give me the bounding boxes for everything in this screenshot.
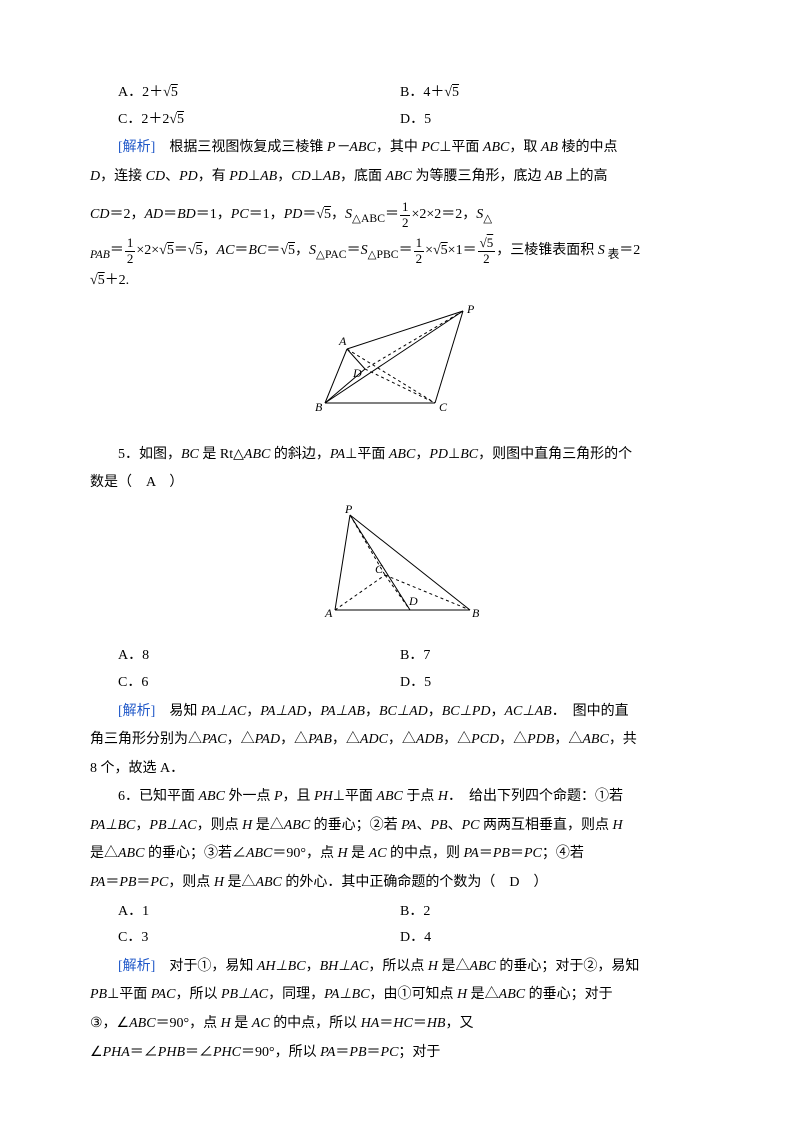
frac-half: 12 bbox=[414, 236, 425, 266]
q4-options-row2: C．2＋2√5 D．5 bbox=[90, 107, 710, 134]
opt-c-text: C．2＋2 bbox=[118, 112, 169, 127]
svg-text:B: B bbox=[315, 400, 323, 414]
q4-analysis-p2: D，连接 CD、PD，有 PD⊥AB，CD⊥AB，底面 ABC 为等腰三角形，底… bbox=[90, 164, 710, 191]
analysis-label: [解析] bbox=[118, 704, 155, 719]
figure-1: P A B C D bbox=[90, 303, 710, 434]
q6-options-row1: A．1 B．2 bbox=[90, 899, 710, 926]
q4-option-c: C．2＋2√5 bbox=[90, 107, 400, 134]
q6-opt-a: A．1 bbox=[90, 899, 400, 926]
q6-l1: 6．已知平面 ABC 外一点 P，且 PH⊥平面 ABC 于点 H． 给出下列四… bbox=[90, 784, 710, 811]
q4-option-d: D．5 bbox=[400, 107, 710, 134]
q4-analysis-p3: CD＝2，AD＝BD＝1，PC＝1，PD＝√5，S△ABC＝12×2×2＝2，S… bbox=[90, 200, 710, 230]
q6-options-row2: C．3 D．4 bbox=[90, 925, 710, 952]
svg-text:D: D bbox=[408, 594, 418, 608]
q6-ana-3: ③，∠ABC＝90°，点 H 是 AC 的中点，所以 HA＝HC＝HB，又 bbox=[90, 1011, 710, 1038]
q4-analysis-p4: PAB＝12×2×√5＝√5，AC＝BC＝√5，S△PAC＝S△PBC＝12×√… bbox=[90, 236, 710, 266]
svg-text:A: A bbox=[324, 606, 333, 620]
svg-text:C: C bbox=[375, 562, 384, 576]
q5-opt-c: C．6 bbox=[90, 670, 400, 697]
q5-stem-2: 数是（ A ） bbox=[90, 470, 710, 497]
q5-analysis-3: 8 个，故选 A． bbox=[90, 756, 710, 783]
analysis-label: [解析] bbox=[118, 140, 155, 155]
pyramid-icon: P A B C D bbox=[305, 303, 495, 423]
opt-d-text: D．5 bbox=[400, 112, 431, 127]
q5-analysis-2: 角三角形分别为△PAC，△PAD，△PAB，△ADC，△ADB，△PCD，△PD… bbox=[90, 727, 710, 754]
frac-half: 12 bbox=[400, 200, 411, 230]
q4-analysis-p1: [解析] 根据三视图恢复成三棱锥 P－ABC，其中 PC⊥平面 ABC，取 AB… bbox=[90, 135, 710, 162]
q6-opt-c: C．3 bbox=[90, 925, 400, 952]
frac-half: 12 bbox=[125, 236, 136, 266]
q4-option-a: A．2＋√5 bbox=[90, 80, 400, 107]
analysis-label: [解析] bbox=[118, 959, 155, 974]
triangle-icon: P A B C D bbox=[315, 505, 485, 625]
sqrt-5: √5 bbox=[444, 85, 459, 100]
svg-text:A: A bbox=[338, 334, 347, 348]
sqrt-5: √5 bbox=[163, 85, 178, 100]
q5-options-row1: A．8 B．7 bbox=[90, 643, 710, 670]
opt-a-text: A．2＋ bbox=[118, 85, 163, 100]
q6-l2: PA⊥BC，PB⊥AC，则点 H 是△ABC 的垂心；②若 PA、PB、PC 两… bbox=[90, 813, 710, 840]
frac-sqrt5-2: √52 bbox=[478, 236, 496, 266]
q5-opt-d: D．5 bbox=[400, 670, 710, 697]
opt-b-text: B．4＋ bbox=[400, 85, 444, 100]
q4-options-row1: A．2＋√5 B．4＋√5 bbox=[90, 80, 710, 107]
svg-text:P: P bbox=[344, 505, 353, 516]
sqrt-5: √5 bbox=[169, 112, 184, 127]
svg-text:B: B bbox=[472, 606, 480, 620]
q6-ana-2: PB⊥平面 PAC，所以 PB⊥AC，同理，PA⊥BC，由①可知点 H 是△AB… bbox=[90, 982, 710, 1009]
q5-opt-b: B．7 bbox=[400, 643, 710, 670]
q4-option-b: B．4＋√5 bbox=[400, 80, 710, 107]
svg-text:P: P bbox=[466, 303, 475, 316]
svg-text:D: D bbox=[352, 366, 362, 380]
q6-opt-b: B．2 bbox=[400, 899, 710, 926]
q5-analysis-1: [解析] 易知 PA⊥AC，PA⊥AD，PA⊥AB，BC⊥AD，BC⊥PD，AC… bbox=[90, 699, 710, 726]
q5-options-row2: C．6 D．5 bbox=[90, 670, 710, 697]
q6-l3: 是△ABC 的垂心；③若∠ABC＝90°，点 H 是 AC 的中点，则 PA＝P… bbox=[90, 841, 710, 868]
q6-ana-1: [解析] 对于①，易知 AH⊥BC，BH⊥AC，所以点 H 是△ABC 的垂心；… bbox=[90, 954, 710, 981]
q6-l4: PA＝PB＝PC，则点 H 是△ABC 的外心．其中正确命题的个数为（ D ） bbox=[90, 870, 710, 897]
q4-analysis-p5: √5＋2. bbox=[90, 268, 710, 295]
q5-stem: 5．如图，BC 是 Rt△ABC 的斜边，PA⊥平面 ABC，PD⊥BC，则图中… bbox=[90, 442, 710, 469]
q6-ana-4: ∠PHA＝∠PHB＝∠PHC＝90°，所以 PA＝PB＝PC；对于 bbox=[90, 1040, 710, 1067]
q6-opt-d: D．4 bbox=[400, 925, 710, 952]
svg-text:C: C bbox=[439, 400, 448, 414]
q5-opt-a: A．8 bbox=[90, 643, 400, 670]
figure-2: P A B C D bbox=[90, 505, 710, 636]
